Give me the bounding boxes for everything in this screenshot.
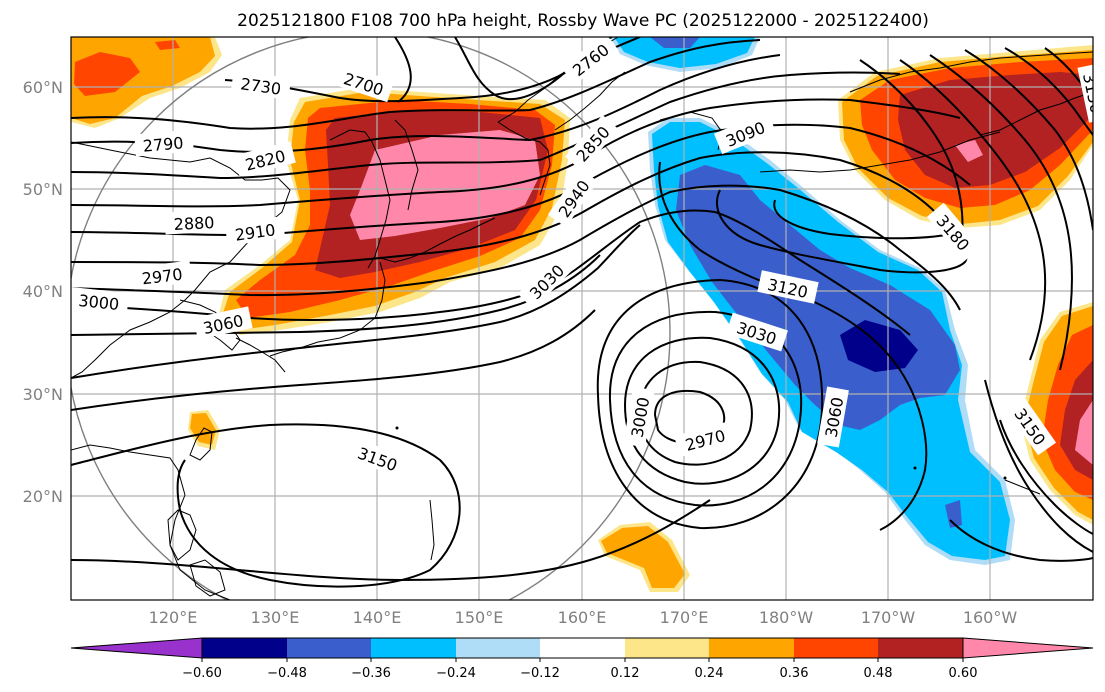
- lat-label: 40°N: [23, 282, 63, 301]
- lon-label: 130°E: [251, 608, 300, 627]
- colorbar-segment: [202, 638, 287, 658]
- colorbar-segment: [625, 638, 709, 658]
- lon-label: 140°E: [353, 608, 402, 627]
- anomaly-patch-south: [598, 522, 690, 592]
- figure-title: 2025121800 F108 700 hPa height, Rossby W…: [237, 11, 929, 31]
- lat-label: 30°N: [23, 385, 63, 404]
- lon-label: 170°W: [861, 608, 916, 627]
- lat-label: 50°N: [23, 180, 63, 199]
- colorbar-tick-label: −0.36: [351, 666, 391, 681]
- colorbar-tick-label: −0.12: [520, 666, 560, 681]
- colorbar-segment: [540, 638, 625, 658]
- colorbar-tick-label: −0.24: [436, 666, 476, 681]
- colorbar-segment: [371, 638, 456, 658]
- lon-label: 120°E: [149, 608, 198, 627]
- map-frame: [70, 36, 1094, 601]
- reference-circle: [71, 37, 671, 600]
- anomaly-patch-right: [1020, 302, 1093, 525]
- latitude-labels: 60°N 50°N 40°N 30°N 20°N: [23, 78, 63, 506]
- colorbar-tick-label: 0.36: [780, 666, 809, 681]
- contour-label: 2790: [142, 133, 184, 155]
- colorbar-tick-label: 0.48: [864, 666, 893, 681]
- colorbar-segment: [794, 638, 878, 658]
- lon-label: 180°W: [759, 608, 814, 627]
- lon-label: 150°E: [455, 608, 504, 627]
- anomaly-patch-alaska: [838, 45, 1093, 228]
- anomaly-patch-topleft: [71, 37, 222, 128]
- colorbar: −0.60 −0.48 −0.36 −0.24 −0.12 0.12 0.24 …: [70, 637, 1094, 681]
- colorbar-tick-label: −0.48: [267, 666, 307, 681]
- lat-label: 60°N: [23, 78, 63, 97]
- longitude-labels: 120°E 130°E 140°E 150°E 160°E 170°E 180°…: [149, 608, 1018, 627]
- colorbar-segment: [709, 638, 794, 658]
- lon-label: 160°E: [558, 608, 607, 627]
- contour-label: 2880: [173, 213, 215, 234]
- coastlines: [71, 37, 1093, 600]
- colorbar-tick-label: 0.60: [949, 666, 978, 681]
- contour-label: 3000: [78, 291, 120, 314]
- colorbar-tick-label: 0.24: [695, 666, 724, 681]
- colorbar-segment: [456, 638, 540, 658]
- lat-label: 20°N: [23, 487, 63, 506]
- colorbar-extend-min: [70, 637, 203, 659]
- colorbar-extend-max: [962, 637, 1094, 659]
- colorbar-tick-label: 0.12: [611, 666, 640, 681]
- map-area: 2700 2730 2760 2790 2820 2850 2880 2910 …: [71, 37, 1093, 600]
- colorbar-segment: [287, 638, 371, 658]
- lon-label: 170°E: [660, 608, 709, 627]
- colorbar-tick-label: −0.60: [182, 666, 222, 681]
- lon-label: 160°W: [963, 608, 1018, 627]
- contour-label: 2970: [141, 265, 184, 289]
- colorbar-segment: [878, 638, 963, 658]
